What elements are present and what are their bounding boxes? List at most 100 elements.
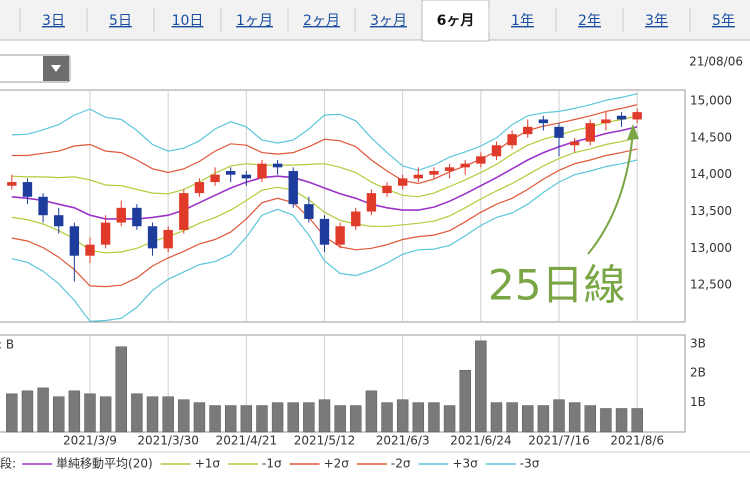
candle-body <box>335 226 345 245</box>
volume-bar <box>84 393 96 433</box>
volume-bar <box>224 405 237 433</box>
volume-bar <box>615 408 628 433</box>
tab[interactable]: 10日 <box>153 8 204 32</box>
volume-bar <box>115 346 127 433</box>
candle-body <box>116 207 126 223</box>
candle-body <box>304 204 314 219</box>
volume-bar <box>506 402 518 433</box>
tab[interactable]: 2ヶ月 <box>287 8 340 32</box>
tab[interactable]: 3日 <box>19 8 65 32</box>
candle-body <box>413 174 423 179</box>
tab-label: 3ヶ月 <box>370 13 407 29</box>
legend-label: +2σ <box>324 457 350 471</box>
candle-body <box>538 119 549 124</box>
tab[interactable]: 3ヶ月 <box>354 8 407 32</box>
candle-body <box>507 134 517 146</box>
tab[interactable]: 2年 <box>555 8 601 32</box>
y-tick-label: 2B <box>690 366 706 380</box>
volume-bar <box>475 340 487 433</box>
labels: 12,500 13,000 13,500 14,000 14,500 15,000 1B 2B… <box>0 94 732 448</box>
candle-body <box>601 119 611 124</box>
candle-body <box>226 171 236 175</box>
volume-bar <box>303 402 315 433</box>
y-tick-label: 13,500 <box>690 204 732 218</box>
volume-bar <box>490 402 503 433</box>
volume-bar <box>396 399 409 433</box>
volume-bar <box>553 399 565 433</box>
volume-bar <box>52 396 65 433</box>
volume-bar <box>381 402 393 433</box>
candle-body <box>491 145 502 157</box>
legend-label: +3σ <box>452 457 478 471</box>
bands <box>11 93 638 322</box>
candles <box>7 108 642 282</box>
candle-body <box>241 174 252 179</box>
tab-label: 1ヶ月 <box>236 13 273 29</box>
y-tick-label: 3B <box>690 336 706 350</box>
legend-label: -1σ <box>262 457 282 471</box>
tab-bar <box>0 0 750 40</box>
tab[interactable]: 5年 <box>689 8 735 32</box>
band-line <box>11 126 638 220</box>
tab-label: 10日 <box>172 13 204 29</box>
tab-label: 2年 <box>578 13 601 29</box>
candle-body <box>163 229 173 249</box>
band-line <box>11 93 638 171</box>
volume-bar <box>287 402 299 433</box>
candle-body <box>85 244 95 256</box>
candle-body <box>38 196 48 216</box>
tab[interactable]: 6ヶ月 <box>421 0 490 42</box>
candle-body <box>7 182 17 186</box>
x-tick-label: 2021/5/12 <box>294 434 356 448</box>
volume-bar <box>240 405 253 433</box>
candle-body <box>132 207 142 227</box>
candle-body <box>69 226 80 256</box>
candle-body <box>366 193 377 212</box>
legend-prefix: 段: <box>0 456 16 471</box>
tab[interactable]: 3年 <box>622 8 668 32</box>
volume-bar <box>428 402 440 433</box>
x-tick-label: 2021/4/21 <box>216 434 278 448</box>
volume-bar <box>412 402 425 433</box>
volume-bar <box>443 405 456 433</box>
candle-body <box>585 123 595 142</box>
annotation-arrowhead <box>627 124 639 140</box>
candle-body <box>22 182 33 197</box>
volume-bar <box>193 402 206 433</box>
tab-label: 5日 <box>109 13 132 29</box>
volume-bar <box>537 405 550 433</box>
tab[interactable]: 1年 <box>488 8 534 32</box>
y-tick-label: 12,500 <box>690 278 732 292</box>
volume-bar <box>6 393 18 433</box>
band-line <box>11 137 638 254</box>
annotation: 25日線 <box>488 261 625 310</box>
volume-bar <box>365 390 378 433</box>
volume-bar <box>584 405 597 433</box>
tab[interactable]: 1ヶ月 <box>220 8 273 32</box>
y-tick-label: 13,000 <box>690 241 732 255</box>
candle-body <box>147 226 158 249</box>
volume-bar <box>271 402 284 433</box>
candle-body <box>54 215 64 227</box>
tab[interactable]: 5日 <box>86 8 132 32</box>
volume-bar <box>318 399 331 433</box>
candle-body <box>288 171 298 205</box>
x-tick-label: 2021/8/6 <box>610 434 664 448</box>
volume-bar <box>131 393 143 433</box>
y-tick-label: 15,000 <box>690 94 732 108</box>
volume-bar <box>256 405 268 433</box>
period-dropdown[interactable] <box>0 54 71 83</box>
candle-body <box>272 163 283 168</box>
y-tick-label: 1B <box>690 395 706 409</box>
candle-body <box>476 156 486 164</box>
volume-bar <box>162 396 174 433</box>
x-tick-label: 2021/7/16 <box>528 434 590 448</box>
volume-bar <box>178 399 190 433</box>
x-tick-label: 2021/3/30 <box>137 434 199 448</box>
chart-date: 21/08/06 <box>689 55 743 69</box>
volume-bar <box>568 402 581 433</box>
annotation-arrow <box>587 131 634 255</box>
volume-bar <box>459 370 471 433</box>
tab-label: 3日 <box>42 13 65 29</box>
